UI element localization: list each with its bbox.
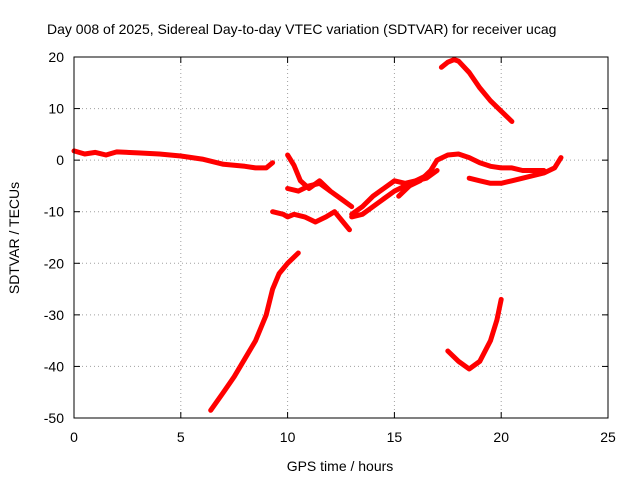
- x-tick-label: 5: [177, 429, 185, 445]
- y-tick-label: 0: [56, 152, 64, 168]
- x-axis-label: GPS time / hours: [287, 458, 394, 474]
- series-arc-4: [285, 180, 333, 194]
- plot-frame: [73, 56, 609, 419]
- y-tick-label: -40: [44, 358, 64, 374]
- x-tick-label: 0: [70, 429, 78, 445]
- y-axis-label: SDTVAR / TECUs: [6, 182, 22, 294]
- series-arc-11: [445, 296, 504, 372]
- series-arc-8: [396, 151, 547, 199]
- series-arc-1: [71, 148, 276, 171]
- x-tick-label: 10: [280, 429, 296, 445]
- series-arc-10: [438, 57, 515, 124]
- axes: 0 5 10 15 20 25 -50 -40 -30 -20 -10 0 10 20: [44, 49, 616, 445]
- y-tick-label: 20: [48, 49, 64, 65]
- series-arc-3: [285, 152, 355, 210]
- x-tick-label: 15: [387, 429, 403, 445]
- y-tick-label: 10: [48, 101, 64, 117]
- series-arc-5: [208, 250, 301, 413]
- y-tick-label: -20: [44, 255, 64, 271]
- series-arc-2: [270, 209, 352, 233]
- series-arc-9: [466, 155, 564, 186]
- data-series-group: [71, 57, 564, 413]
- y-tick-label: -10: [44, 204, 64, 220]
- x-tick-label: 20: [493, 429, 509, 445]
- y-tick-label: -30: [44, 307, 64, 323]
- grid-lines: [74, 57, 608, 418]
- chart-title: Day 008 of 2025, Sidereal Day-to-day VTE…: [47, 21, 556, 37]
- x-tick-label: 25: [600, 429, 616, 445]
- y-tick-label: -50: [44, 410, 64, 426]
